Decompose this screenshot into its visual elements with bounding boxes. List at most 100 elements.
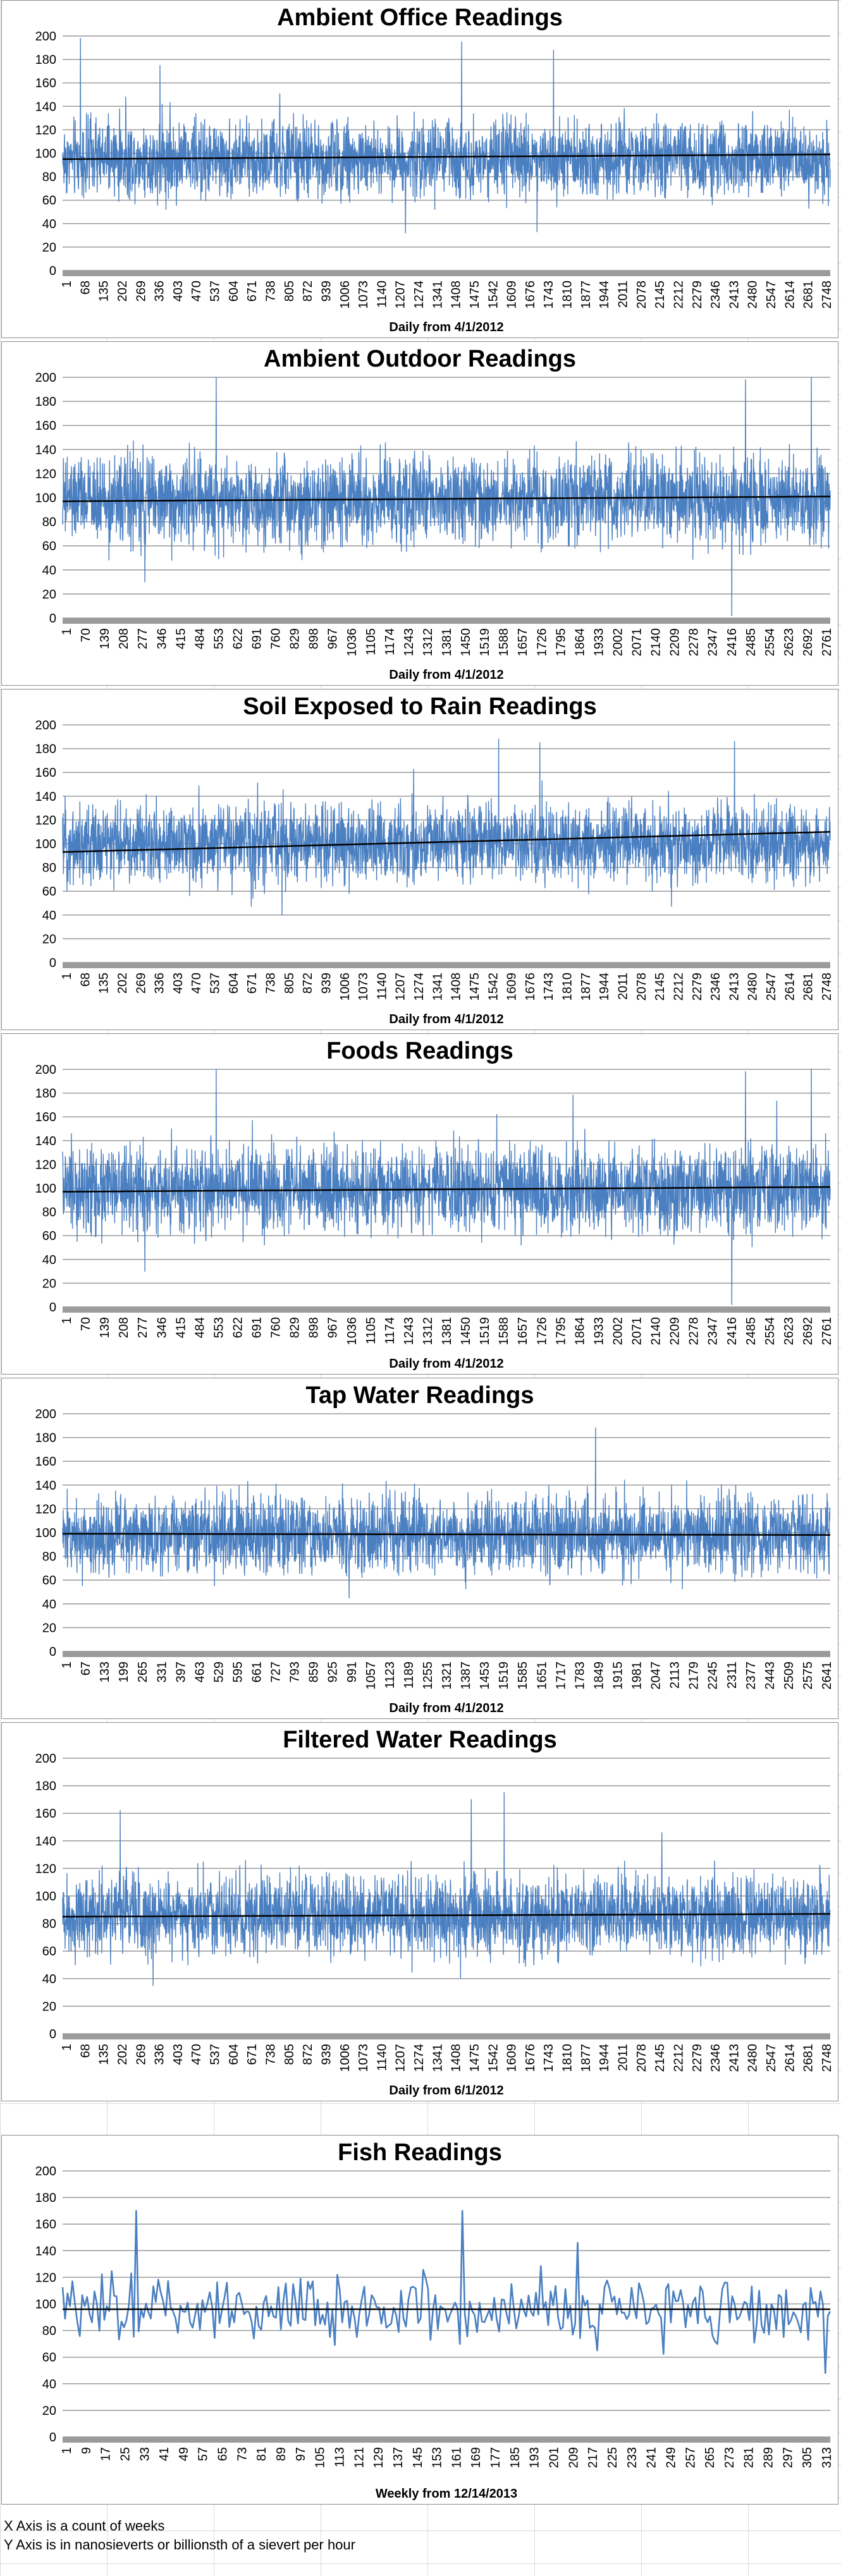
x-tick-label: 738 [264,2044,278,2065]
y-tick-label: 140 [35,790,56,804]
x-tick-label: 1542 [486,2044,500,2072]
x-tick-label: 484 [193,628,207,649]
x-tick-label: 1381 [440,1317,454,1346]
y-tick-label: 140 [35,1835,56,1849]
x-tick-label: 1726 [535,628,549,657]
x-tick-label: 65 [216,2447,230,2461]
x-tick-label: 277 [136,1317,150,1338]
x-tick-label: 1006 [338,973,352,1001]
y-tick-label: 20 [42,932,56,946]
x-tick-label: 1 [60,2447,74,2454]
y-tick-label: 180 [35,1780,56,1794]
series-line [62,1792,831,1986]
x-axis-title: Daily from 4/1/2012 [389,1012,503,1026]
x-tick-label: 2575 [801,1662,815,1690]
x-tick-label: 1657 [516,628,530,657]
y-tick-label: 140 [35,2244,56,2258]
chart-ambient-outdoor[interactable]: 0 20 40 60 80 100 120 140 160 180 200 1 70 139 208 277 3… [1,341,838,686]
x-tick-label: 1743 [542,281,556,309]
x-tick-label: 1795 [554,1317,568,1346]
x-tick-label: 2278 [687,1317,701,1346]
x-tick-label: 691 [250,1317,264,1338]
trendline [62,154,831,161]
x-axis-tick-band [63,270,830,276]
x-tick-label: 1207 [394,973,408,1001]
x-tick-label: 1341 [431,973,445,1001]
x-tick-label: 2681 [802,281,816,309]
chart-tap-water[interactable]: 0 20 40 60 80 100 120 140 160 180 200 1 67 133 199 265 3… [1,1378,838,1719]
x-tick-label: 1 [60,2044,74,2051]
x-axis-title: Daily from 4/1/2012 [389,668,503,682]
chart-soil-exposed-to-rain[interactable]: 0 20 40 60 80 100 120 140 160 180 200 1 68 135 202 269 3… [1,689,838,1030]
y-tick-label: 0 [49,956,56,970]
x-tick-label: 537 [209,973,223,993]
chart-ambient-office[interactable]: 0 20 40 60 80 100 120 140 160 180 200 1 68 135 202 269 3… [1,0,838,338]
chart-title: Foods Readings [326,1038,513,1064]
chart-filtered-water[interactable]: 0 20 40 60 80 100 120 140 160 180 200 1 68 135 202 269 3… [1,1722,838,2101]
chart-foods[interactable]: 0 20 40 60 80 100 120 140 160 180 200 1 70 139 208 277 3… [1,1033,838,1375]
x-tick-label: 133 [98,1662,112,1682]
x-axis-tick-band [63,618,830,624]
y-tick-label: 100 [35,1890,56,1904]
x-tick-label: 738 [264,281,278,301]
chart-svg: 0 20 40 60 80 100 120 140 160 180 200 1 70 139 208 277 3… [35,1063,834,1371]
x-tick-label: 1676 [524,281,537,309]
x-tick-label: 691 [250,628,264,649]
x-tick-label: 68 [78,2044,92,2058]
y-tick-label: 60 [42,1945,56,1959]
x-tick-label: 1057 [364,1662,378,1690]
x-tick-label: 57 [197,2447,211,2461]
x-tick-label: 1105 [364,1317,378,1344]
x-tick-label: 2377 [744,1662,758,1690]
y-tick-label: 140 [35,100,56,114]
y-tick-label: 120 [35,2271,56,2285]
x-tick-label: 2614 [783,2044,797,2072]
x-tick-label: 1274 [412,973,426,1001]
x-tick-label: 1849 [592,1662,606,1690]
y-tick-label: 0 [49,2431,56,2445]
x-tick-label: 2346 [709,2044,723,2072]
x-tick-label: 2416 [725,628,739,657]
y-tick-label: 100 [35,1182,56,1196]
x-tick-label: 277 [136,628,150,649]
x-tick-label: 2554 [763,1317,777,1346]
x-tick-label: 121 [352,2447,366,2468]
x-tick-label: 331 [155,1662,169,1682]
x-tick-label: 2547 [764,281,778,309]
x-tick-label: 403 [171,2044,185,2065]
y-tick-label: 180 [35,1087,56,1101]
y-tick-label: 140 [35,1134,56,1148]
x-tick-label: 738 [264,973,278,993]
x-tick-label: 297 [781,2447,795,2468]
x-tick-label: 25 [118,2447,132,2461]
x-axis-title: Weekly from 12/14/2013 [376,2487,517,2501]
y-tick-label: 40 [42,909,56,923]
x-tick-label: 202 [116,973,130,993]
y-tick-label: 200 [35,371,56,385]
y-tick-label: 160 [35,1455,56,1469]
y-tick-label: 0 [49,264,56,278]
series-line [61,2209,832,2374]
x-tick-label: 939 [319,2044,333,2065]
trendline [62,1533,831,1536]
y-tick-label: 160 [35,2218,56,2232]
x-tick-label: 898 [307,628,321,649]
chart-fish[interactable]: 0 20 40 60 80 100 120 140 160 180 200 1 9 17 25 33 41 49 5… [1,2135,838,2505]
trendline [62,1186,831,1193]
x-tick-label: 604 [227,281,241,301]
y-tick-label: 60 [42,1229,56,1243]
x-tick-label: 137 [391,2447,405,2468]
x-tick-label: 281 [742,2447,756,2468]
x-tick-label: 2245 [706,1662,720,1690]
y-tick-label: 80 [42,516,56,530]
x-tick-label: 2413 [727,973,741,1001]
y-tick-label: 200 [35,30,56,44]
x-tick-label: 1877 [579,973,593,1001]
x-tick-label: 1174 [383,628,397,655]
x-tick-label: 177 [489,2447,503,2468]
x-tick-label: 991 [345,1662,359,1682]
x-tick-label: 1243 [402,1317,416,1346]
x-tick-label: 1475 [468,973,482,1001]
x-tick-label: 415 [174,1317,188,1338]
x-tick-label: 1006 [338,281,352,309]
